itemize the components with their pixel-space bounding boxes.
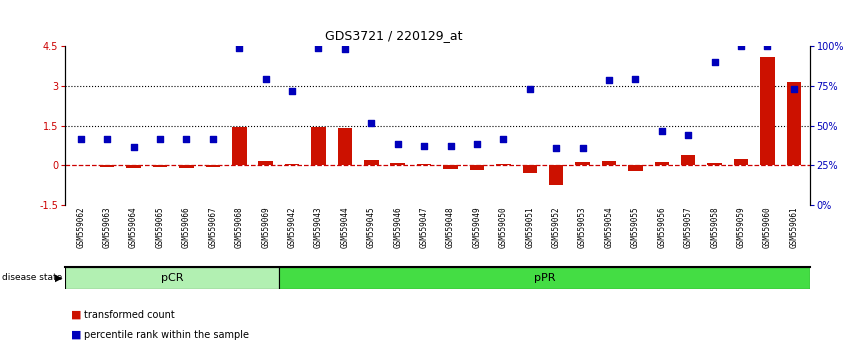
- Point: [285, 88, 299, 94]
- Point: [259, 76, 273, 82]
- Bar: [681, 155, 695, 166]
- Bar: [496, 164, 511, 166]
- Bar: [65, 267, 279, 289]
- Point: [760, 43, 774, 49]
- Bar: [575, 162, 590, 166]
- Bar: [126, 166, 141, 168]
- Point: [338, 46, 352, 52]
- Point: [708, 59, 721, 65]
- Point: [734, 43, 748, 49]
- Bar: [549, 166, 564, 185]
- Point: [365, 120, 378, 126]
- Bar: [74, 165, 88, 166]
- Bar: [205, 166, 220, 167]
- Bar: [391, 163, 405, 166]
- Point: [629, 76, 643, 82]
- Bar: [364, 160, 378, 166]
- Point: [787, 86, 801, 92]
- Point: [417, 144, 431, 149]
- Point: [470, 141, 484, 147]
- Text: disease state: disease state: [2, 273, 62, 282]
- Point: [391, 141, 404, 147]
- Point: [549, 145, 563, 151]
- Bar: [708, 163, 722, 166]
- Point: [126, 144, 140, 150]
- Bar: [152, 166, 167, 167]
- Bar: [232, 127, 247, 166]
- Bar: [179, 166, 194, 168]
- Text: transformed count: transformed count: [84, 310, 175, 320]
- Bar: [734, 159, 748, 166]
- Point: [100, 136, 114, 142]
- Bar: [311, 127, 326, 166]
- Text: ▶: ▶: [55, 273, 62, 283]
- Point: [443, 144, 457, 149]
- Point: [602, 77, 616, 83]
- Text: pCR: pCR: [161, 273, 184, 283]
- Bar: [443, 166, 458, 169]
- Point: [312, 45, 326, 51]
- Text: ■: ■: [71, 310, 81, 320]
- Point: [576, 145, 590, 151]
- Bar: [417, 164, 431, 166]
- Bar: [522, 166, 537, 173]
- Text: percentile rank within the sample: percentile rank within the sample: [84, 330, 249, 339]
- Bar: [655, 162, 669, 166]
- Text: ■: ■: [71, 330, 81, 339]
- Point: [655, 128, 669, 134]
- Bar: [258, 161, 273, 166]
- Point: [682, 132, 695, 138]
- Point: [179, 136, 193, 142]
- Bar: [760, 57, 775, 166]
- Point: [74, 136, 87, 142]
- Bar: [338, 128, 352, 166]
- Bar: [602, 161, 617, 166]
- Bar: [786, 82, 801, 166]
- Point: [523, 86, 537, 92]
- Bar: [100, 166, 114, 167]
- Point: [206, 136, 220, 142]
- Text: pPR: pPR: [533, 273, 555, 283]
- Bar: [469, 166, 484, 170]
- Point: [153, 136, 167, 142]
- Bar: [279, 267, 810, 289]
- Point: [496, 136, 510, 142]
- Bar: [285, 164, 300, 166]
- Text: GDS3721 / 220129_at: GDS3721 / 220129_at: [326, 29, 462, 42]
- Point: [232, 45, 246, 51]
- Bar: [628, 166, 643, 171]
